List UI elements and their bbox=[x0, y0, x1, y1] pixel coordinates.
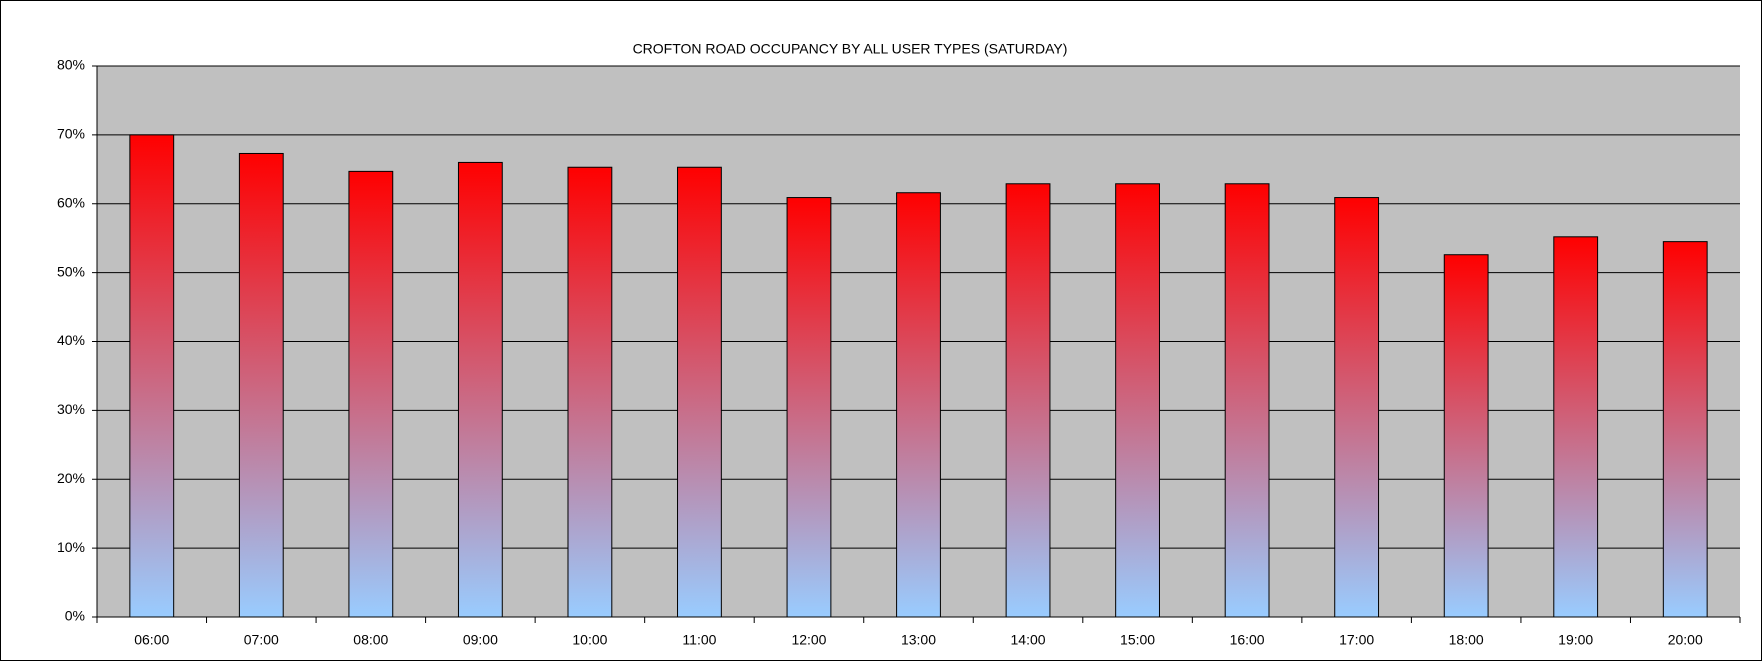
bar bbox=[238, 152, 284, 618]
x-tick-label: 20:00 bbox=[1668, 632, 1703, 648]
y-tick-label: 10% bbox=[57, 539, 85, 555]
x-tick-label: 16:00 bbox=[1230, 632, 1265, 648]
chart-title: CROFTON ROAD OCCUPANCY BY ALL USER TYPES… bbox=[633, 41, 1068, 57]
y-tick-label: 50% bbox=[57, 263, 85, 279]
y-tick-label: 30% bbox=[57, 401, 85, 417]
x-tick-label: 09:00 bbox=[463, 632, 498, 648]
bar bbox=[1115, 183, 1160, 618]
bar bbox=[1334, 197, 1380, 618]
x-tick-label: 08:00 bbox=[353, 632, 388, 648]
y-tick-label: 70% bbox=[57, 126, 85, 142]
bar bbox=[1553, 236, 1599, 618]
x-tick-label: 07:00 bbox=[244, 632, 279, 648]
x-tick-label: 15:00 bbox=[1120, 632, 1155, 648]
y-tick-label: 20% bbox=[57, 470, 85, 486]
y-tick-label: 0% bbox=[65, 608, 85, 624]
bar bbox=[457, 161, 503, 618]
x-tick-label: 11:00 bbox=[682, 632, 716, 648]
x-tick-label: 14:00 bbox=[1011, 632, 1046, 648]
bar bbox=[1005, 183, 1051, 618]
x-tick-label: 13:00 bbox=[901, 632, 936, 648]
bar bbox=[1443, 254, 1489, 618]
bar bbox=[786, 197, 832, 618]
y-tick-label: 60% bbox=[57, 194, 85, 210]
x-tick-label: 19:00 bbox=[1558, 632, 1593, 648]
bar bbox=[677, 166, 722, 618]
x-tick-label: 10:00 bbox=[572, 632, 607, 648]
x-tick-label: 18:00 bbox=[1449, 632, 1484, 648]
x-tick-label: 12:00 bbox=[791, 632, 826, 648]
bar bbox=[348, 170, 394, 618]
bar bbox=[896, 192, 941, 618]
bar bbox=[567, 166, 613, 618]
y-tick-label: 40% bbox=[57, 332, 85, 348]
bar bbox=[1662, 241, 1708, 618]
x-tick-label: 06:00 bbox=[134, 632, 169, 648]
bar bbox=[1224, 183, 1270, 618]
x-tick-label: 17:00 bbox=[1339, 632, 1374, 648]
bar bbox=[129, 134, 175, 618]
y-tick-label: 80% bbox=[57, 57, 85, 73]
